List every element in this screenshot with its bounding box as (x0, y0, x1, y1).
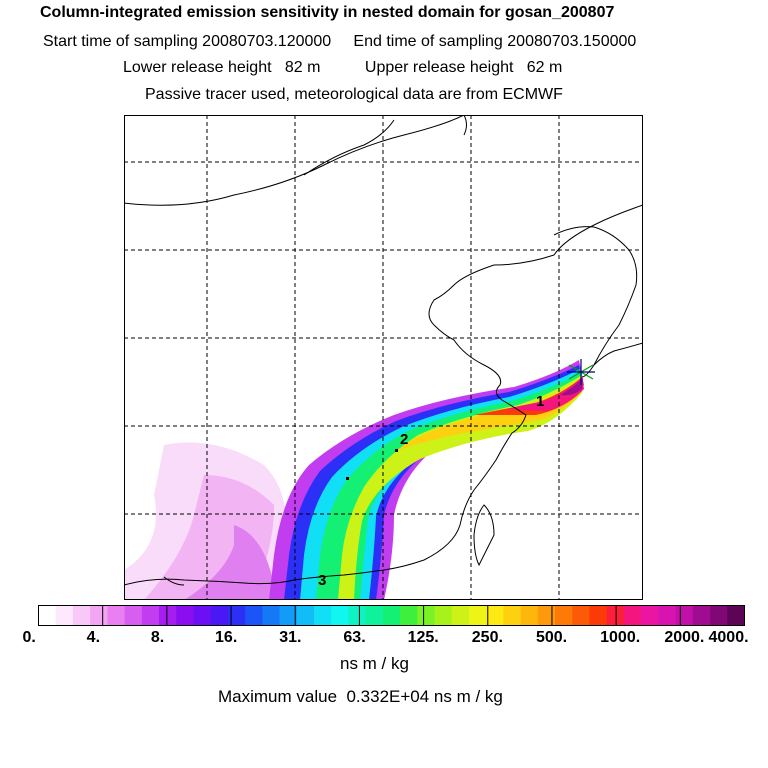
colorbar-cells (38, 605, 745, 626)
colorbar-tick-label: 4. (86, 629, 101, 646)
colorbar-cell (503, 605, 522, 626)
colorbar-tick-label: 0. (22, 629, 36, 646)
colorbar-cell (641, 605, 659, 626)
colorbar-cell (38, 605, 57, 626)
colorbar-cell (468, 605, 487, 626)
colorbar-cell (141, 605, 160, 626)
maximum-value-label: Maximum value 0.332E+04 ns m / kg (218, 687, 503, 706)
colorbar-cell (55, 605, 74, 626)
colorbar-cell (400, 605, 418, 626)
colorbar-tick-label: 1000. (600, 629, 641, 646)
map-marker-1: 1 (536, 393, 544, 410)
colorbar-cell (348, 605, 367, 626)
track-point (395, 449, 398, 452)
colorbar-cell (72, 605, 91, 626)
colorbar-tick-label: 4000. (708, 629, 749, 646)
colorbar-cell (176, 605, 194, 626)
colorbar-tick-label: 125. (407, 629, 439, 646)
colorbar-cell (658, 605, 677, 626)
colorbar-cell (727, 605, 745, 626)
colorbar-cell (623, 605, 642, 626)
colorbar-cell (365, 605, 384, 626)
colorbar-cell (382, 605, 401, 626)
colorbar-cell (296, 605, 315, 626)
colorbar-cell (90, 605, 108, 626)
colorbar-cell (710, 605, 728, 626)
colorbar-cell (262, 605, 281, 626)
map-panel: 1 2 3 (124, 115, 643, 600)
release-site-star-icon (567, 359, 595, 385)
colorbar-cell (314, 605, 332, 626)
track-point (346, 477, 349, 480)
colorbar-cell (451, 605, 470, 626)
colorbar-cell (555, 605, 573, 626)
map-frame (124, 115, 643, 600)
map-marker-3: 3 (318, 572, 326, 589)
colorbar-cell (245, 605, 263, 626)
colorbar-tick-label: 63. (343, 629, 366, 646)
colorbar-cell (434, 605, 453, 626)
colorbar-cell (193, 605, 212, 626)
colorbar-cell (107, 605, 126, 626)
colorbar-cell (692, 605, 711, 626)
colorbar-cell (537, 605, 556, 626)
colorbar-cell (417, 605, 436, 626)
colorbar-cell (520, 605, 539, 626)
colorbar-cell (606, 605, 625, 626)
colorbar-tick-label: 2000. (664, 629, 705, 646)
emission-plume (124, 360, 584, 600)
colorbar-cell (589, 605, 608, 626)
colorbar-cell (159, 605, 177, 626)
tracer-info-line: Passive tracer used, meteorological data… (145, 86, 563, 103)
colorbar-cell (210, 605, 229, 626)
coastlines (124, 115, 643, 586)
colorbar-tick-label: 31. (279, 629, 302, 646)
colorbar-tick-label: 16. (215, 629, 238, 646)
colorbar-cell (486, 605, 504, 626)
colorbar-cell (675, 605, 694, 626)
colorbar-cell (572, 605, 591, 626)
colorbar-tick-label: 8. (150, 629, 165, 646)
sampling-time-line: Start time of sampling 20080703.120000 E… (43, 33, 637, 50)
plot-title: Column-integrated emission sensitivity i… (40, 4, 615, 21)
colorbar-cell (331, 605, 349, 626)
colorbar-tick-label: 500. (535, 629, 568, 646)
colorbar-cell (279, 605, 298, 626)
colorbar-tick-label: 250. (471, 629, 503, 646)
release-height-line: Lower release height 82 m Upper release … (123, 59, 563, 76)
units-label: ns m / kg (340, 654, 409, 673)
map-marker-2: 2 (400, 431, 408, 448)
colorbar (38, 605, 745, 626)
lat-lon-grid (124, 115, 643, 600)
colorbar-cell (124, 605, 143, 626)
colorbar-cell (227, 605, 246, 626)
